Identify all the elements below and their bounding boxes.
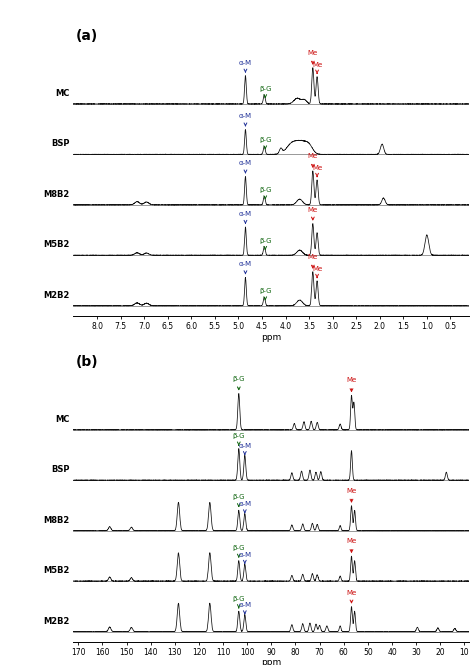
Text: M8B2: M8B2 bbox=[43, 190, 70, 199]
Text: β-G: β-G bbox=[259, 137, 272, 149]
Text: α-M: α-M bbox=[238, 501, 251, 513]
Text: MC: MC bbox=[55, 89, 70, 98]
Text: MC: MC bbox=[55, 415, 70, 424]
Text: Me: Me bbox=[308, 207, 318, 220]
Text: β-G: β-G bbox=[233, 376, 245, 390]
Text: β-G: β-G bbox=[259, 288, 272, 300]
Text: M5B2: M5B2 bbox=[43, 240, 70, 249]
Text: Me: Me bbox=[308, 50, 318, 64]
Text: M8B2: M8B2 bbox=[43, 515, 70, 525]
Text: β-G: β-G bbox=[233, 494, 245, 507]
Text: Me: Me bbox=[312, 266, 322, 277]
Text: β-G: β-G bbox=[259, 187, 272, 199]
Text: α-M: α-M bbox=[239, 60, 252, 72]
Text: Me: Me bbox=[308, 254, 318, 268]
Text: Me: Me bbox=[312, 62, 322, 73]
Text: M2B2: M2B2 bbox=[43, 616, 70, 626]
Text: α-M: α-M bbox=[239, 114, 252, 126]
Text: β-G: β-G bbox=[233, 545, 245, 557]
Text: α-M: α-M bbox=[239, 211, 252, 223]
Text: α-M: α-M bbox=[238, 443, 251, 455]
Text: Me: Me bbox=[346, 538, 356, 553]
Text: β-G: β-G bbox=[259, 237, 272, 249]
Text: β-G: β-G bbox=[233, 596, 245, 608]
Text: α-M: α-M bbox=[238, 602, 251, 614]
Text: BSP: BSP bbox=[51, 140, 70, 148]
Text: Me: Me bbox=[312, 165, 322, 176]
Text: Me: Me bbox=[346, 487, 356, 502]
Text: Me: Me bbox=[346, 590, 356, 602]
Text: M5B2: M5B2 bbox=[43, 566, 70, 575]
Text: α-M: α-M bbox=[239, 160, 252, 173]
Text: (b): (b) bbox=[75, 355, 98, 369]
Text: Me: Me bbox=[308, 153, 318, 167]
X-axis label: ppm: ppm bbox=[261, 658, 282, 665]
Text: (a): (a) bbox=[75, 29, 98, 43]
Text: α-M: α-M bbox=[238, 551, 251, 563]
Text: α-M: α-M bbox=[239, 261, 252, 273]
Text: β-G: β-G bbox=[259, 86, 272, 98]
Text: Me: Me bbox=[346, 377, 356, 392]
Text: BSP: BSP bbox=[51, 465, 70, 474]
Text: β-G: β-G bbox=[233, 434, 245, 445]
Text: M2B2: M2B2 bbox=[43, 291, 70, 300]
X-axis label: ppm: ppm bbox=[261, 332, 282, 342]
